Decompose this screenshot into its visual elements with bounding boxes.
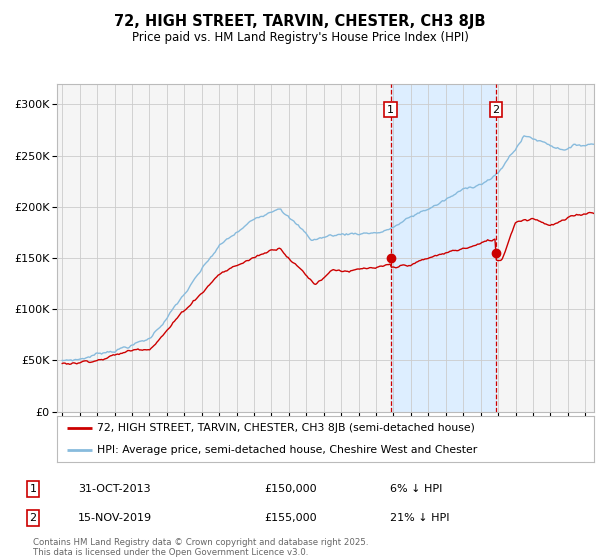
Text: 21% ↓ HPI: 21% ↓ HPI — [390, 513, 449, 523]
Text: £155,000: £155,000 — [264, 513, 317, 523]
Text: 2: 2 — [29, 513, 37, 523]
Text: £150,000: £150,000 — [264, 484, 317, 494]
Text: Price paid vs. HM Land Registry's House Price Index (HPI): Price paid vs. HM Land Registry's House … — [131, 31, 469, 44]
Text: 6% ↓ HPI: 6% ↓ HPI — [390, 484, 442, 494]
Text: 72, HIGH STREET, TARVIN, CHESTER, CH3 8JB: 72, HIGH STREET, TARVIN, CHESTER, CH3 8J… — [114, 14, 486, 29]
Text: 1: 1 — [29, 484, 37, 494]
Text: 2: 2 — [492, 105, 499, 115]
Text: 72, HIGH STREET, TARVIN, CHESTER, CH3 8JB (semi-detached house): 72, HIGH STREET, TARVIN, CHESTER, CH3 8J… — [97, 423, 475, 433]
Text: 31-OCT-2013: 31-OCT-2013 — [78, 484, 151, 494]
Bar — [391, 84, 496, 412]
Text: HPI: Average price, semi-detached house, Cheshire West and Chester: HPI: Average price, semi-detached house,… — [97, 445, 478, 455]
Text: 15-NOV-2019: 15-NOV-2019 — [78, 513, 152, 523]
Text: Contains HM Land Registry data © Crown copyright and database right 2025.
This d: Contains HM Land Registry data © Crown c… — [33, 538, 368, 557]
Text: 1: 1 — [387, 105, 394, 115]
